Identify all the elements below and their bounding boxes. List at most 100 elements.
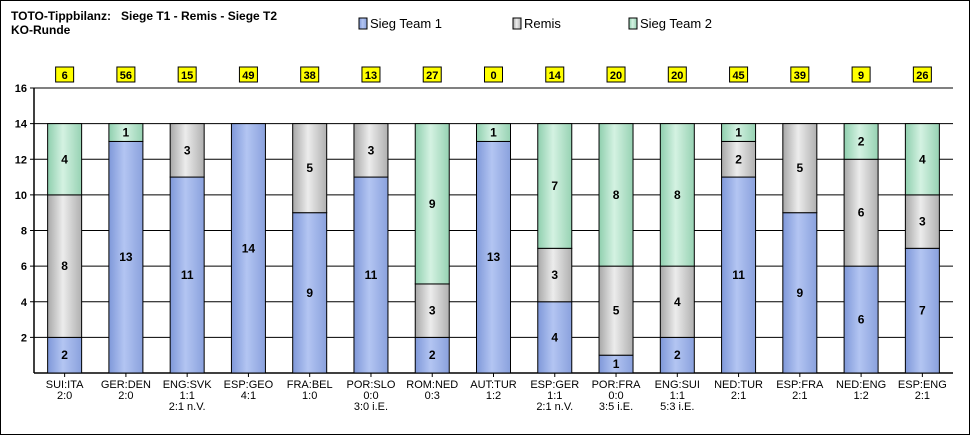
x-tick-label: 1:2	[486, 390, 501, 402]
y-tick-label: 12	[15, 154, 27, 166]
bar-value-label: 1	[613, 357, 620, 371]
bar-value-label: 13	[487, 250, 501, 264]
points-box	[300, 66, 320, 83]
bar-segment	[782, 123, 818, 214]
bar-segment	[843, 265, 879, 374]
y-tick-label: 8	[21, 226, 27, 238]
chart-title-block: TOTO-Tippbilanz: Siege T1 - Remis - Sieg…	[11, 9, 277, 37]
bar-value-label: 8	[61, 259, 68, 273]
x-tick-label: 2:0	[118, 390, 133, 402]
bar-segment	[108, 123, 144, 142]
bar-value-label: 5	[306, 161, 313, 175]
bar-value-label: 5	[613, 304, 620, 318]
bar-value-label: 9	[429, 197, 436, 211]
points-value: 20	[671, 70, 683, 82]
points-value: 56	[120, 70, 132, 82]
points-box	[790, 66, 810, 83]
bar-segment	[414, 123, 450, 285]
bar-value-label: 4	[61, 152, 68, 166]
x-tick-label: 2:1	[792, 390, 807, 402]
legend-label: Remis	[524, 16, 561, 31]
x-tick-label: 3:5 i.E.	[599, 401, 633, 413]
bar-segment	[292, 123, 328, 214]
bar-segment	[47, 336, 83, 374]
bar-value-label: 4	[674, 295, 681, 309]
legend-swatch	[358, 17, 368, 30]
bar-value-label: 1	[490, 126, 497, 140]
points-value: 26	[916, 70, 928, 82]
x-tick-label: 2:1 n.V.	[536, 401, 573, 413]
chart-subtitle: KO-Runde	[11, 23, 71, 37]
x-tick-label: AUT:TUR	[470, 379, 517, 391]
bar-value-label: 3	[368, 143, 375, 157]
bar-segment	[598, 265, 634, 356]
bar-segment	[169, 176, 205, 374]
bar-value-label: 2	[429, 348, 436, 362]
bar-segment	[476, 140, 511, 374]
x-tick-label: 1:1	[670, 390, 685, 402]
bar-value-label: 3	[919, 215, 926, 229]
x-tick-label: 2:1 n.V.	[169, 401, 206, 413]
x-tick-label: 3:0 i.E.	[354, 401, 388, 413]
bar-segment	[904, 194, 940, 249]
points-box	[851, 66, 871, 83]
bar-segment	[537, 301, 573, 374]
x-tick-label: 0:3	[425, 390, 440, 402]
points-box	[912, 66, 932, 83]
x-tick-label: FRA:BEL	[287, 379, 333, 391]
bar-segment	[659, 265, 695, 338]
bar-segment	[169, 123, 205, 178]
points-box	[667, 66, 687, 83]
x-tick-label: 2:1	[915, 390, 930, 402]
points-value: 13	[365, 70, 377, 82]
bar-value-label: 3	[184, 143, 191, 157]
x-tick-label: 0:0	[608, 390, 623, 402]
points-box	[238, 66, 258, 83]
bar-segment	[230, 123, 266, 374]
chart-title: TOTO-Tippbilanz: Siege T1 - Remis - Sieg…	[11, 9, 277, 23]
bar-value-label: 5	[796, 161, 803, 175]
y-tick-label: 4	[21, 297, 28, 309]
x-tick-label: 2:1	[731, 390, 746, 402]
bar-value-label: 4	[919, 152, 926, 166]
x-tick-label: 1:2	[853, 390, 868, 402]
bar-segment	[782, 212, 818, 374]
points-box	[484, 66, 503, 83]
bar-value-label: 11	[181, 268, 194, 282]
x-tick-label: ESP:GEO	[224, 379, 274, 391]
points-box	[606, 66, 626, 83]
points-box	[545, 66, 565, 83]
points-box	[729, 66, 749, 83]
x-tick-label: POR:FRA	[592, 379, 642, 391]
x-tick-label: ESP:FRA	[776, 379, 824, 391]
points-value: 27	[426, 70, 438, 82]
bar-value-label: 7	[919, 304, 926, 318]
bar-value-label: 2	[61, 348, 68, 362]
y-tick-label: 14	[15, 119, 28, 131]
points-value: 49	[242, 70, 254, 82]
bar-segment	[537, 123, 573, 249]
points-box	[177, 66, 197, 83]
x-tick-label: ESP:GER	[530, 379, 579, 391]
legend-swatch	[512, 17, 522, 30]
bar-segment	[721, 140, 757, 178]
y-tick-label: 6	[21, 261, 27, 273]
x-tick-label: 5:3 i.E.	[660, 401, 694, 413]
bar-value-label: 1	[735, 126, 742, 140]
x-tick-label: NED:TUR	[714, 379, 763, 391]
bar-value-label: 11	[732, 268, 745, 282]
bar-value-label: 3	[429, 304, 436, 318]
bar-value-label: 8	[674, 188, 681, 202]
x-tick-label: GER:DEN	[101, 379, 151, 391]
x-tick-label: 2:0	[57, 390, 72, 402]
bar-segment	[353, 123, 389, 178]
points-value: 0	[490, 70, 496, 82]
bar-value-label: 8	[613, 188, 620, 202]
bar-value-label: 13	[119, 250, 133, 264]
bar-value-label: 2	[735, 152, 742, 166]
bar-value-label: 7	[551, 179, 558, 193]
bars: 2841311131495113239131437158248112195662…	[47, 123, 940, 377]
points-box	[55, 66, 75, 83]
